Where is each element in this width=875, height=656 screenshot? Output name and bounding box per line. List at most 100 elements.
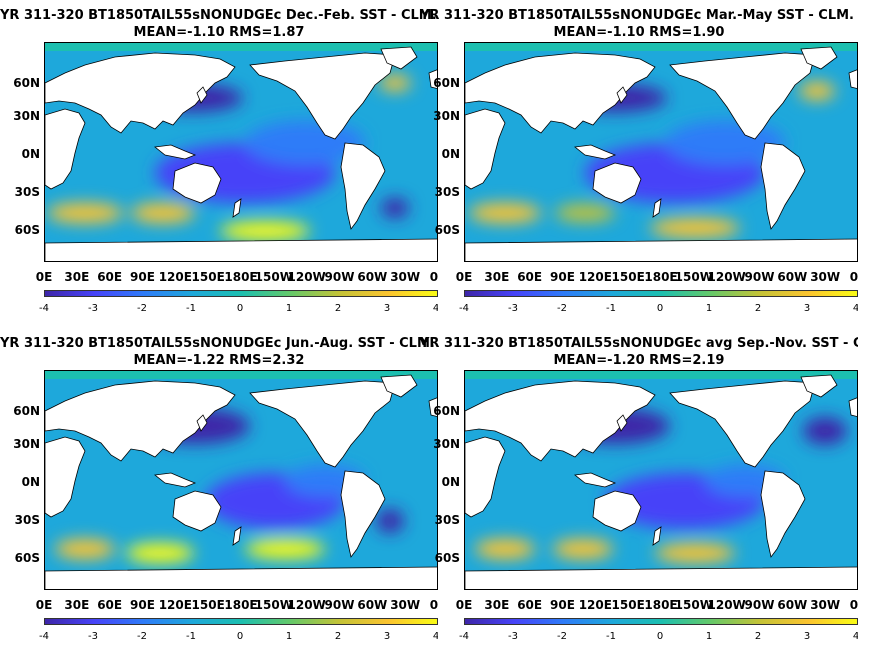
colorbar-tick-label: 2 [754, 631, 762, 642]
anomaly-field [47, 75, 411, 241]
lon-tick-label: 120W [287, 270, 326, 284]
lon-tick-label: 120E [578, 598, 612, 612]
lat-tick-label: 60S [434, 223, 460, 237]
land-mass [249, 380, 396, 468]
land-mass [592, 162, 642, 204]
land-mass [800, 46, 838, 70]
colorbar-tick-label: -4 [459, 631, 469, 642]
lon-tick-label: 0E [849, 598, 858, 612]
colorbar-tick-label: 1 [285, 303, 293, 314]
anomaly-region [47, 203, 123, 223]
lat-tick-label: 30N [433, 109, 460, 123]
land-mass [465, 436, 506, 518]
lon-tick-label: 90E [550, 598, 575, 612]
colorbar-tick-label: -2 [557, 303, 567, 314]
land-mass [669, 380, 816, 468]
colorbar-tick-label: 3 [803, 631, 811, 642]
map-panel-jja: YR 311-320 BT1850TAIL55sNONUDGEc Jun.-Au… [0, 328, 438, 656]
anomaly-region [650, 218, 740, 238]
land-mass [428, 69, 437, 89]
lat-tick-label: 0N [441, 475, 460, 489]
lon-tick-label: 0E [455, 598, 473, 612]
lon-tick-label: 180E [224, 270, 258, 284]
lon-tick-label: 90W [744, 598, 775, 612]
lon-tick-label: 30E [484, 270, 510, 284]
land-mass [465, 566, 857, 589]
land-mass [574, 144, 617, 160]
colorbar-tick-label: -1 [606, 303, 616, 314]
anomaly-region [126, 543, 194, 563]
land-mass [848, 69, 857, 89]
lon-tick-label: 60W [777, 270, 808, 284]
colorbar-tick-label: 4 [432, 631, 438, 642]
land-mass [380, 46, 418, 70]
colorbar-tick-label: 3 [383, 631, 391, 642]
lon-tick-label: 30E [484, 598, 510, 612]
lon-tick-label: 150W [674, 270, 713, 284]
sst-anomaly-map [44, 42, 438, 262]
lat-tick-label: 60S [434, 551, 460, 565]
lat-tick-label: 0N [21, 475, 40, 489]
lon-tick-label: 150W [254, 270, 293, 284]
panel-title: YR 311-320 BT1850TAIL55sNONUDGEc Mar.-Ma… [420, 8, 858, 23]
lat-tick-label: 0N [441, 147, 460, 161]
colorbar-tick-label: 1 [705, 303, 713, 314]
land-mass [592, 490, 642, 532]
colorbar-tick-label: -3 [508, 303, 518, 314]
lat-tick-label: 60S [14, 551, 40, 565]
anomaly-region [655, 543, 735, 563]
lon-tick-label: 60W [777, 598, 808, 612]
lon-tick-label: 0E [429, 598, 438, 612]
lat-tick-label: 60S [14, 223, 40, 237]
lon-tick-label: 0E [35, 598, 53, 612]
colorbar-tick-label: -4 [39, 631, 49, 642]
land-mass [172, 162, 222, 204]
land-mass [172, 490, 222, 532]
land-mass [45, 566, 437, 589]
anomaly-field-arctic [465, 371, 857, 379]
land-mass [652, 526, 662, 546]
map-panel-son: YR 311-320 BT1850TAIL55sNONUDGEc avg Sep… [420, 328, 858, 656]
land-mass [800, 374, 838, 398]
lat-tick-label: 30S [14, 513, 40, 527]
land-mass [196, 414, 208, 432]
colorbar-tick-label: -4 [39, 303, 49, 314]
colorbar-tick-label: 4 [852, 631, 858, 642]
lat-tick-label: 30S [434, 185, 460, 199]
colorbar [44, 618, 438, 625]
colorbar-tick-label: 0 [656, 303, 664, 314]
land-mass [154, 144, 197, 160]
anomaly-region [245, 539, 325, 559]
lon-tick-label: 0E [849, 270, 858, 284]
land-mass [428, 397, 437, 417]
anomaly-region [131, 203, 195, 223]
lon-tick-label: 30E [64, 270, 90, 284]
colorbar-tick-label: -1 [186, 303, 196, 314]
land-mass [616, 414, 628, 432]
lon-tick-label: 60E [97, 598, 123, 612]
colorbar-tick-label: 3 [803, 303, 811, 314]
land-mass [154, 472, 197, 488]
land-mass [45, 380, 236, 462]
land-mass [760, 142, 806, 230]
lat-tick-label: 60N [433, 76, 460, 90]
colorbar-tick-label: -3 [88, 303, 98, 314]
lon-tick-label: 180E [644, 598, 678, 612]
lon-tick-label: 30E [64, 598, 90, 612]
colorbar-tick-label: 2 [334, 303, 342, 314]
land-mass [232, 526, 242, 546]
anomaly-region [55, 539, 115, 559]
lon-tick-label: 0E [455, 270, 473, 284]
lon-tick-label: 30W [810, 598, 841, 612]
colorbar-tick-label: -1 [606, 631, 616, 642]
panel-title: YR 311-320 BT1850TAIL55sNONUDGEc Jun.-Au… [0, 336, 438, 351]
anomaly-field [475, 408, 847, 563]
colorbar [464, 618, 858, 625]
colorbar-tick-label: 1 [285, 631, 293, 642]
map-canvas [45, 43, 437, 261]
colorbar-tick-label: -3 [88, 631, 98, 642]
lat-tick-label: 60N [13, 76, 40, 90]
anomaly-field-arctic [45, 371, 437, 379]
lon-tick-label: 30W [810, 270, 841, 284]
panel-stats: MEAN=-1.22 RMS=2.32 [133, 353, 305, 368]
